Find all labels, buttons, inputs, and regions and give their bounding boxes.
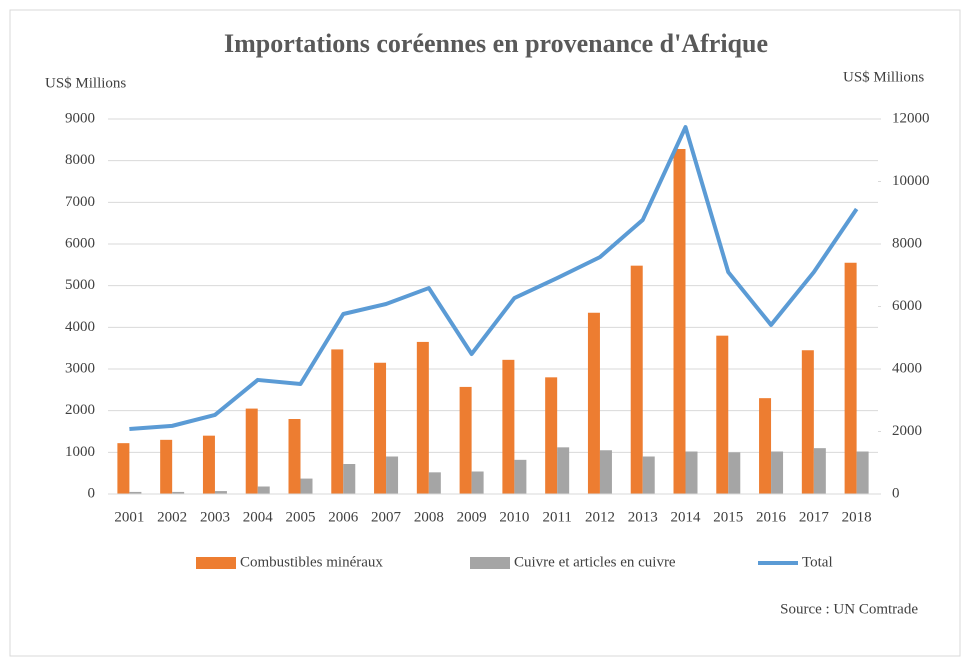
y-tick-label: 2000 bbox=[65, 402, 95, 418]
y-tick-label: 5000 bbox=[65, 277, 95, 293]
y-tick-label: 7000 bbox=[65, 194, 95, 210]
bar bbox=[685, 451, 698, 494]
x-tick-label: 2010 bbox=[499, 509, 529, 525]
bar bbox=[202, 435, 215, 494]
x-tick-label: 2014 bbox=[671, 509, 702, 525]
legend-swatch bbox=[196, 557, 236, 569]
bar bbox=[172, 491, 185, 494]
y2-axis-title: US$ Millions bbox=[843, 69, 924, 85]
x-tick-label: 2006 bbox=[328, 509, 359, 525]
bar bbox=[331, 349, 344, 494]
x-tick-label: 2012 bbox=[585, 509, 615, 525]
bar bbox=[117, 443, 130, 494]
y-tick-label: 0 bbox=[88, 485, 96, 501]
bar bbox=[428, 472, 441, 494]
y2-tick-label: 12000 bbox=[892, 110, 930, 126]
x-tick-label: 2004 bbox=[243, 509, 274, 525]
bar bbox=[343, 464, 356, 494]
x-tick-label: 2013 bbox=[628, 509, 658, 525]
bar bbox=[771, 451, 784, 494]
x-tick-label: 2015 bbox=[713, 509, 743, 525]
bar bbox=[416, 341, 429, 494]
x-tick-label: 2018 bbox=[842, 509, 872, 525]
y-tick-label: 6000 bbox=[65, 235, 95, 251]
y-tick-label: 1000 bbox=[65, 444, 95, 460]
bar bbox=[716, 335, 729, 494]
y2-tick-label: 8000 bbox=[892, 235, 922, 251]
legend-swatch bbox=[470, 557, 510, 569]
bar bbox=[257, 486, 270, 494]
bar bbox=[856, 451, 869, 494]
x-tick-label: 2001 bbox=[114, 509, 144, 525]
y2-tick-label: 2000 bbox=[892, 423, 922, 439]
y-tick-label: 4000 bbox=[65, 319, 95, 335]
bar bbox=[160, 439, 173, 494]
bar bbox=[557, 447, 570, 494]
bar bbox=[630, 265, 643, 494]
x-tick-label: 2009 bbox=[457, 509, 487, 525]
bar bbox=[300, 478, 313, 494]
legend-label: Combustibles minéraux bbox=[240, 554, 383, 570]
chart-title: Importations coréennes en provenance d'A… bbox=[224, 29, 768, 58]
bar bbox=[801, 350, 814, 494]
bar bbox=[545, 377, 558, 494]
bar bbox=[599, 450, 612, 494]
bar bbox=[471, 471, 484, 494]
x-tick-label: 2002 bbox=[157, 509, 187, 525]
bar bbox=[759, 398, 772, 494]
legend-label: Total bbox=[802, 554, 833, 570]
source: Source : UN Comtrade bbox=[780, 601, 918, 617]
x-tick-label: 2003 bbox=[200, 509, 230, 525]
bar bbox=[813, 448, 826, 494]
bar bbox=[386, 456, 399, 494]
bar bbox=[288, 419, 301, 494]
bar bbox=[587, 312, 600, 494]
bar bbox=[673, 149, 686, 494]
bar bbox=[642, 456, 655, 494]
bar bbox=[844, 262, 857, 494]
x-tick-label: 2005 bbox=[286, 509, 316, 525]
chart-frame bbox=[9, 9, 961, 657]
bar bbox=[245, 408, 258, 494]
bar bbox=[129, 491, 142, 494]
y2-tick-label: 6000 bbox=[892, 298, 922, 314]
x-tick-label: 2011 bbox=[542, 509, 571, 525]
y-tick-label: 3000 bbox=[65, 360, 95, 376]
y2-tick-label: 4000 bbox=[892, 360, 922, 376]
bar bbox=[728, 452, 741, 494]
bar bbox=[502, 359, 515, 494]
y2-tick-label: 0 bbox=[892, 485, 900, 501]
bar bbox=[214, 491, 227, 494]
line bbox=[129, 125, 859, 431]
bar bbox=[374, 362, 387, 494]
x-tick-label: 2007 bbox=[371, 509, 402, 525]
y-axis-title: US$ Millions bbox=[45, 75, 126, 91]
bar bbox=[459, 386, 472, 494]
y-tick-label: 9000 bbox=[65, 110, 95, 126]
y2-tick-label: 10000 bbox=[892, 173, 930, 189]
x-tick-label: 2017 bbox=[799, 509, 830, 525]
x-tick-label: 2008 bbox=[414, 509, 444, 525]
legend-label: Cuivre et articles en cuivre bbox=[514, 554, 676, 570]
x-tick-label: 2016 bbox=[756, 509, 787, 525]
y-tick-label: 8000 bbox=[65, 152, 95, 168]
bar bbox=[514, 459, 527, 494]
